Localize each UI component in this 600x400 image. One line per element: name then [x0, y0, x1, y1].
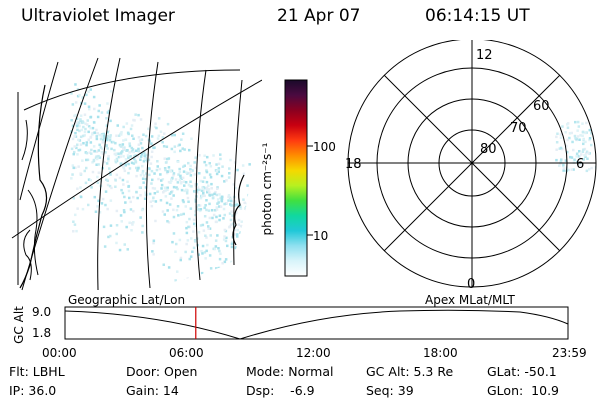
altitude-curve	[64, 309, 569, 340]
altitude-timeline	[64, 306, 569, 340]
latlon-grid	[11, 57, 262, 291]
status-ip: IP: 36.0	[9, 383, 57, 398]
timeline-ytick-min: 1.8	[32, 326, 52, 340]
timeline-xtick-2: 12:00	[296, 346, 331, 360]
timeline-right-label: Apex MLat/MLT	[425, 293, 515, 307]
status-mode: Mode: Normal	[246, 364, 334, 379]
polar-axis-diagonal-2	[383, 74, 561, 252]
timeline-xtick-3: 18:00	[423, 346, 458, 360]
colorbar	[284, 79, 313, 277]
status-glon: GLon: 10.9	[487, 383, 559, 398]
status-gc-alt: GC Alt: 5.3 Re	[366, 364, 454, 379]
status-seq: Seq: 39	[366, 383, 414, 398]
timeline-axis-label: GC Alt	[12, 306, 26, 344]
status-filter: Flt: LBHL	[9, 364, 65, 379]
geographic-map	[11, 57, 262, 291]
timeline-xtick-1: 06:00	[169, 346, 204, 360]
colorbar-tick-10: 10	[313, 229, 329, 243]
colorbar-unit-label: photon cm⁻²s⁻¹	[260, 142, 274, 236]
observation-date: 21 Apr 07	[277, 6, 361, 26]
timeline-xtick-0: 00:00	[42, 346, 77, 360]
lat-label-70: 70	[510, 121, 527, 136]
mlt-label-0: 0	[467, 277, 475, 292]
observation-time: 06:14:15 UT	[425, 6, 530, 26]
polar-plot: 12 18 6 0 60 70 80	[345, 40, 597, 292]
timeline-ytick-max: 9.0	[32, 305, 52, 319]
timeline-xtick-4: 23:59	[552, 346, 587, 360]
mlt-label-12: 12	[476, 48, 493, 63]
colorbar-tick-100: 100	[313, 140, 336, 154]
timeline-left-label: Geographic Lat/Lon	[68, 293, 186, 307]
status-dsp: Dsp: -6.9	[246, 383, 315, 398]
mlt-label-6: 6	[576, 157, 584, 172]
mlt-label-18: 18	[345, 157, 362, 172]
lat-label-80: 80	[480, 142, 497, 157]
instrument-title: Ultraviolet Imager	[21, 6, 175, 26]
status-gain: Gain: 14	[126, 383, 179, 398]
status-door: Door: Open	[126, 364, 198, 379]
status-glat: GLat: -50.1	[487, 364, 557, 379]
lat-label-60: 60	[533, 99, 550, 114]
